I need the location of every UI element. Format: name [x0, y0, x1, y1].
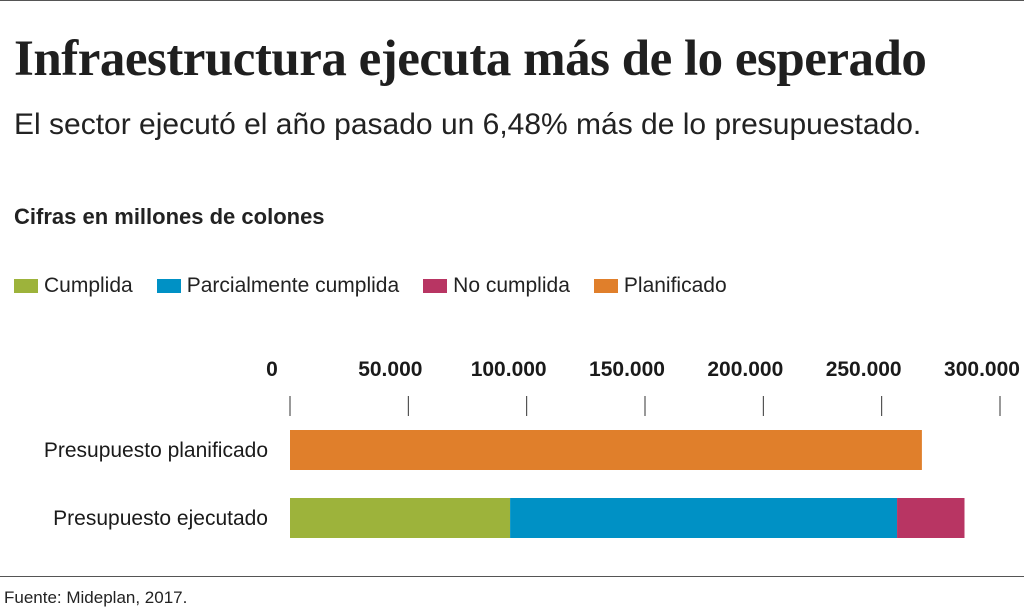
x-tick-label-2: 100.000 [471, 358, 547, 381]
x-tick-label-1: 50.000 [358, 358, 422, 381]
x-tick-label-5: 250.000 [826, 358, 902, 381]
legend-label-planificado: Planificado [623, 274, 727, 297]
chart-subtitle: El sector ejecutó el año pasado un 6,48%… [14, 108, 922, 141]
legend-item-parcialmente-cumplida: Parcialmente cumplida [156, 274, 400, 298]
bar-no-cumplida-1 [897, 498, 965, 538]
legend-swatch-parcialmente-cumplida [156, 279, 181, 293]
legend-label-cumplida: Cumplida [44, 274, 133, 297]
legend-swatch-planificado [593, 279, 618, 293]
bar-parcialmente-cumplida-1 [510, 498, 898, 538]
units-label: Cifras en millones de colones [14, 204, 325, 229]
legend-item-cumplida: Cumplida [14, 274, 133, 298]
x-tick-label-4: 200.000 [707, 358, 783, 381]
bottom-rule [0, 576, 1024, 577]
legend-item-planificado: Planificado [593, 274, 727, 298]
category-label-0: Presupuesto planificado [44, 439, 268, 462]
legend-label-no-cumplida: No cumplida [453, 274, 570, 297]
category-label-1: Presupuesto ejecutado [53, 507, 268, 530]
legend: Cumplida Parcialmente cumplida No cumpli… [14, 273, 751, 299]
legend-swatch-cumplida [14, 279, 38, 293]
legend-item-no-cumplida: No cumplida [423, 274, 570, 298]
chart-title: Infraestructura ejecuta más de lo espera… [14, 31, 927, 87]
x-tick-label-3: 150.000 [589, 358, 665, 381]
bar-planificado-0 [290, 430, 922, 470]
bar-chart: 0 50.000 100.000 150.000 200.000 250.000 300.0… [44, 358, 1020, 538]
legend-swatch-no-cumplida [423, 279, 448, 293]
top-rule [0, 0, 1024, 1]
x-tick-label-6: 300.000 [944, 358, 1020, 381]
bar-cumplida-1 [290, 498, 511, 538]
source-note: Fuente: Mideplan, 2017. [4, 588, 188, 607]
x-tick-label-0: 0 [266, 358, 278, 381]
legend-label-parcialmente-cumplida: Parcialmente cumplida [186, 274, 400, 297]
